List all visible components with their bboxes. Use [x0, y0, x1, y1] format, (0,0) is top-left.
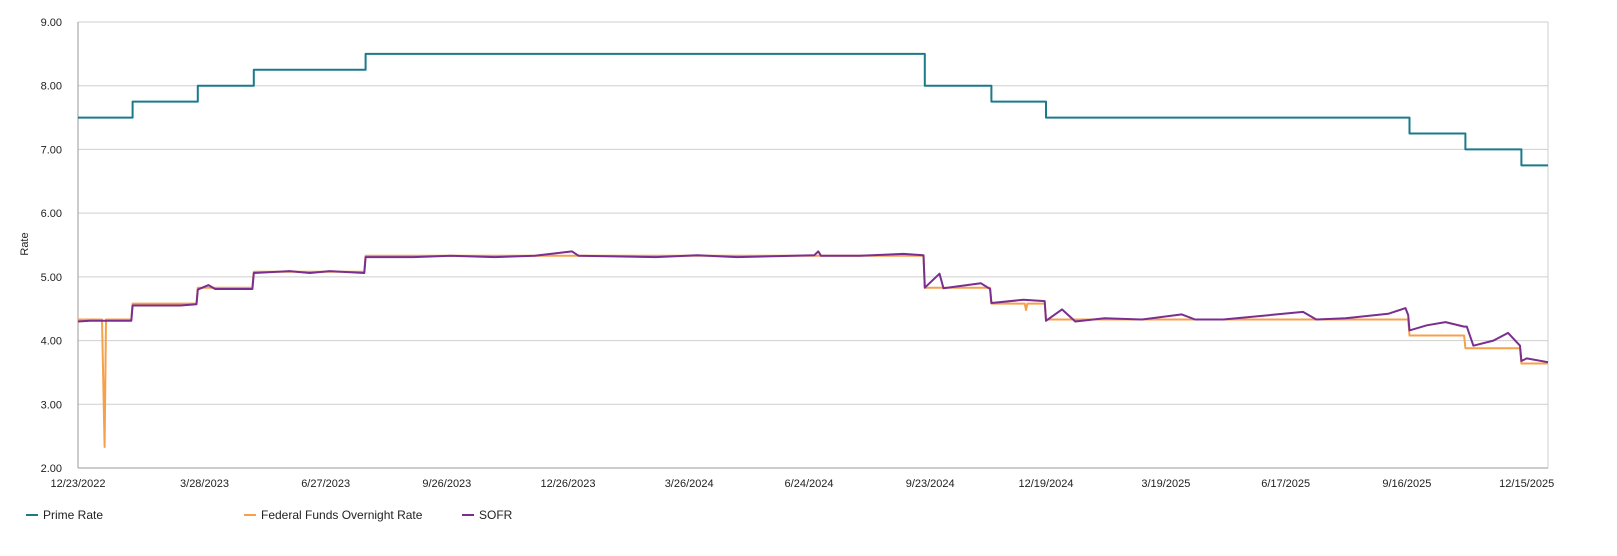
x-tick-label: 9/26/2023: [422, 478, 471, 490]
x-tick-label: 12/19/2024: [1018, 478, 1073, 490]
grid-lines: [78, 21, 1548, 469]
x-tick-label: 6/17/2025: [1261, 478, 1310, 490]
legend-label: SOFR: [479, 508, 513, 522]
x-tick-label: 9/16/2025: [1382, 478, 1431, 490]
x-tick-label: 12/26/2023: [540, 478, 595, 490]
series-line-sofr: [77, 250, 1549, 364]
y-tick-label: 7.00: [41, 144, 62, 156]
x-tick-label: 3/26/2024: [665, 478, 714, 490]
x-tick-label: 12/23/2022: [50, 478, 105, 490]
y-tick-label: 2.00: [41, 463, 62, 475]
legend-label: Federal Funds Overnight Rate: [261, 508, 423, 522]
y-tick-label: 4.00: [41, 336, 62, 348]
axes: [77, 22, 1549, 468]
y-tick-label: 5.00: [41, 272, 62, 284]
x-tick-label: 9/23/2024: [906, 478, 955, 490]
y-axis-ticks: 2.00 3.00 4.00 5.00 6.00 7.00 8.00 9.00: [41, 17, 62, 475]
series-line-prime-rate: [78, 52, 1548, 167]
y-tick-label: 6.00: [41, 208, 62, 220]
x-tick-label: 6/27/2023: [301, 478, 350, 490]
y-axis-label: Rate: [19, 232, 31, 255]
legend-label: Prime Rate: [43, 508, 103, 522]
legend: Prime Rate Federal Funds Overnight Rate SO…: [26, 508, 513, 522]
x-tick-label: 3/28/2023: [180, 478, 229, 490]
y-tick-label: 3.00: [41, 399, 62, 411]
x-tick-label: 12/15/2025: [1499, 478, 1554, 490]
y-tick-label: 9.00: [41, 17, 62, 29]
series-line-federal-funds-overnight-rate: [78, 254, 1548, 448]
y-tick-label: 8.00: [41, 81, 62, 93]
x-tick-label: 6/24/2024: [785, 478, 834, 490]
x-axis-ticks: 12/23/2022 3/28/2023 6/27/2023 9/26/2023 12/…: [50, 478, 1554, 490]
series-lines: [77, 52, 1549, 448]
x-tick-label: 3/19/2025: [1141, 478, 1190, 490]
